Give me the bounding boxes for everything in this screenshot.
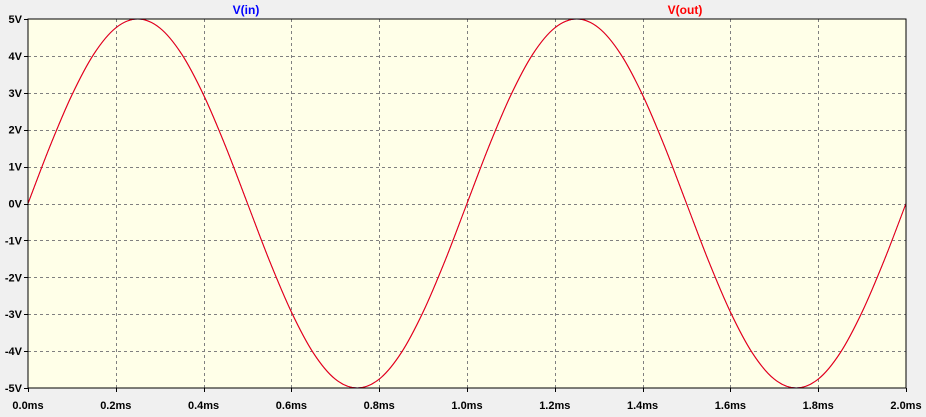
y-tick-label: 5V xyxy=(9,14,23,26)
x-tick-label: 1.6ms xyxy=(715,400,746,412)
y-tick-label: 3V xyxy=(9,88,23,100)
grid-lines xyxy=(28,19,906,388)
y-tick-label: 2V xyxy=(9,125,23,137)
x-tick-label: 0.0ms xyxy=(12,400,43,412)
y-axis-labels: 5V 4V 3V 2V 1V 0V -1V -2V -3V -4V -5V xyxy=(5,14,23,395)
x-tick-label: 0.4ms xyxy=(188,400,219,412)
x-tick-label: 0.2ms xyxy=(100,400,131,412)
x-tick-label: 0.8ms xyxy=(364,400,395,412)
trace-legend[interactable]: V(in) V(out) xyxy=(233,3,703,17)
x-tick-label: 2.0ms xyxy=(890,400,921,412)
y-tick-label: 1V xyxy=(9,162,23,174)
y-tick-label: -2V xyxy=(5,272,23,284)
legend-label[interactable]: V(in) xyxy=(233,3,260,17)
x-tick-label: 0.6ms xyxy=(276,400,307,412)
y-tick-label: 4V xyxy=(9,51,23,63)
x-tick-label: 1.8ms xyxy=(803,400,834,412)
y-tick-label: -3V xyxy=(5,309,23,321)
y-tick-label: -5V xyxy=(5,383,23,395)
y-tick-label: -4V xyxy=(5,346,23,358)
x-axis-labels: 0.0ms 0.2ms 0.4ms 0.6ms 0.8ms 1.0ms 1.2ms 1.4ms… xyxy=(12,400,921,412)
y-tick-label: -1V xyxy=(5,235,23,247)
trace-v-out[interactable] xyxy=(27,18,907,389)
x-tick-label: 1.2ms xyxy=(539,400,570,412)
x-tick-label: 1.4ms xyxy=(627,400,658,412)
x-tick-label: 1.0ms xyxy=(451,400,482,412)
y-tick-label: 0V xyxy=(9,199,23,211)
trace-series xyxy=(27,18,907,389)
legend-label[interactable]: V(out) xyxy=(668,3,703,17)
axis-ticks xyxy=(24,19,907,392)
